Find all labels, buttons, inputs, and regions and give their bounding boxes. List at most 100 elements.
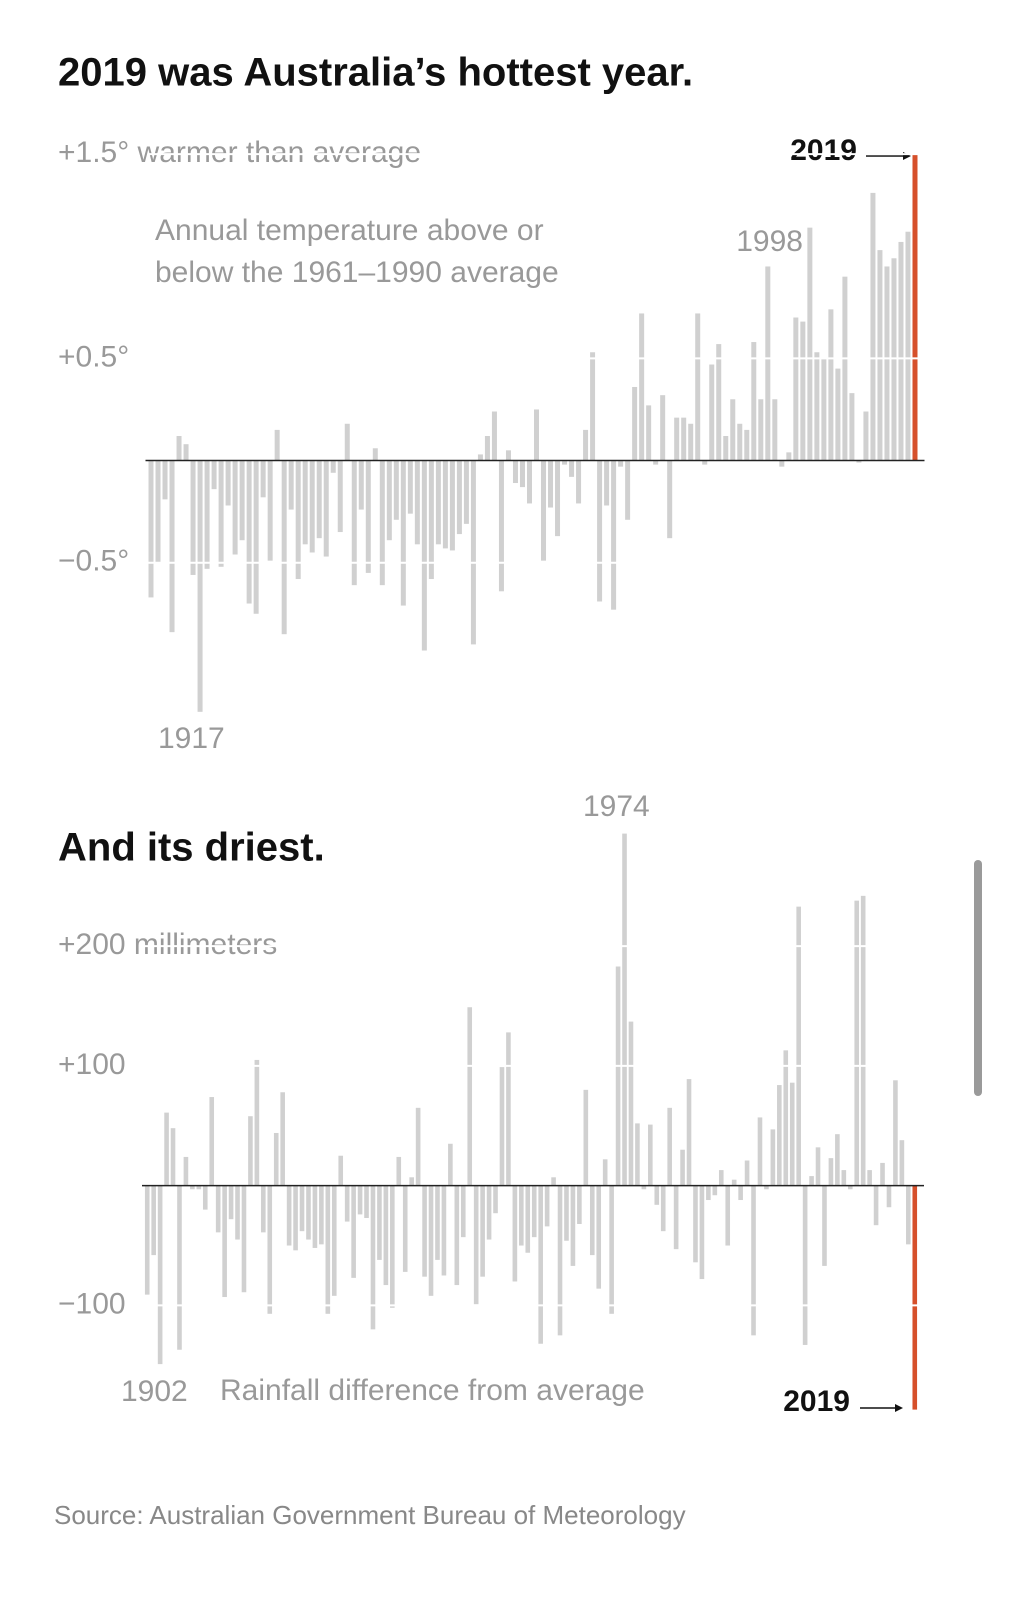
bar: [551, 1177, 556, 1186]
bar: [583, 1089, 589, 1186]
bar: [628, 1021, 634, 1186]
bar: [454, 1185, 460, 1286]
highlight-label: 2019: [783, 1385, 850, 1418]
bar: [877, 250, 883, 461]
highlight-bar: [912, 1185, 918, 1410]
bar: [383, 1185, 389, 1286]
bar: [898, 241, 904, 461]
bar: [407, 460, 413, 514]
bar: [815, 1147, 821, 1186]
bar: [737, 423, 743, 461]
bar: [702, 460, 708, 465]
bar: [377, 1185, 382, 1260]
bar: [860, 895, 866, 1186]
bar: [211, 460, 217, 490]
bar: [654, 1185, 660, 1205]
bar: [390, 1185, 395, 1308]
bar: [512, 1185, 518, 1282]
bar: [716, 344, 722, 461]
bar: [202, 1185, 208, 1210]
bar: [319, 1185, 324, 1245]
bar: [232, 460, 238, 555]
bar: [635, 1123, 640, 1186]
scrollbar[interactable]: [974, 860, 982, 1096]
bar: [162, 460, 168, 500]
bar: [519, 460, 525, 488]
bar: [414, 460, 420, 545]
bar: [695, 313, 701, 461]
bar: [604, 460, 610, 506]
bar: [351, 1185, 356, 1278]
bar: [863, 411, 869, 461]
bar: [357, 1185, 363, 1215]
bar: [632, 386, 638, 461]
bar: [596, 1185, 602, 1289]
bar: [273, 1132, 279, 1186]
bar: [241, 1185, 247, 1293]
bar: [570, 1185, 576, 1266]
bar: [190, 460, 196, 575]
bar: [660, 395, 666, 461]
bar: [312, 1185, 318, 1248]
bar: [467, 1007, 473, 1186]
bar: [590, 352, 596, 461]
bar: [653, 460, 659, 465]
bar: [364, 1185, 369, 1218]
bar: [835, 368, 841, 461]
bar: [197, 460, 203, 712]
bar: [854, 900, 860, 1186]
bar: [253, 460, 259, 614]
bar: [293, 1185, 298, 1251]
bar: [480, 1185, 485, 1277]
bar: [783, 1050, 789, 1186]
bar: [169, 460, 175, 633]
bar: [183, 1156, 189, 1186]
bar: [151, 1185, 156, 1256]
bar: [177, 1185, 182, 1350]
bar: [248, 1116, 253, 1186]
bar: [576, 460, 582, 504]
bar: [491, 411, 497, 461]
bar: [807, 227, 813, 461]
bar: [828, 309, 834, 461]
bar: [396, 1156, 402, 1186]
bar: [589, 1185, 595, 1256]
bar: [460, 1185, 466, 1238]
bar: [493, 1185, 498, 1214]
bar: [905, 231, 911, 461]
bar: [583, 429, 589, 461]
bar: [786, 452, 792, 461]
bar: [880, 1162, 885, 1186]
bar: [428, 1185, 434, 1296]
bar: [261, 1185, 266, 1233]
bar: [625, 460, 631, 520]
annotation: 1902: [121, 1375, 188, 1408]
bar: [688, 423, 694, 461]
bar: [204, 460, 210, 569]
bar: [309, 460, 315, 553]
bar: [618, 460, 624, 467]
bar: [274, 429, 280, 461]
bar: [802, 1185, 808, 1345]
annotation: 1974: [583, 790, 650, 823]
bar: [372, 448, 378, 461]
bar: [281, 460, 287, 635]
bar: [835, 1134, 840, 1186]
bar: [751, 1185, 756, 1336]
bar: [344, 1185, 350, 1222]
bar: [456, 460, 462, 535]
bar: [409, 1177, 414, 1186]
bar: [757, 1117, 763, 1186]
note: Rainfall difference from average: [220, 1374, 645, 1407]
bar: [712, 1185, 718, 1196]
y-tick-label: +100: [58, 1048, 126, 1081]
bar: [323, 460, 329, 557]
annotation: 1998: [736, 225, 803, 258]
bar: [157, 1185, 163, 1365]
annotation: 1917: [158, 722, 225, 755]
bar: [793, 317, 799, 461]
bar: [723, 436, 729, 461]
bar: [441, 1185, 447, 1276]
bar: [667, 1107, 672, 1186]
bar: [609, 1185, 614, 1314]
